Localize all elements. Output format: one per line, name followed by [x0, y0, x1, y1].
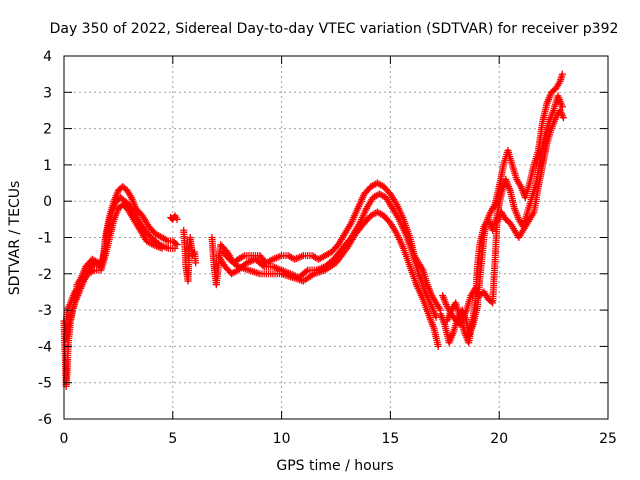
series-track-f	[219, 208, 442, 350]
data-point	[559, 114, 567, 122]
x-axis-label: GPS time / hours	[276, 458, 393, 474]
series-short-segment	[167, 212, 181, 223]
data-point	[173, 241, 181, 249]
data-point	[89, 267, 97, 275]
y-tick-label: -6	[38, 412, 52, 428]
y-tick-label: -2	[38, 267, 52, 283]
data-point	[434, 342, 442, 350]
data-point	[158, 244, 166, 252]
data-point	[259, 261, 267, 269]
y-tick-label: -1	[38, 231, 52, 247]
data-point	[558, 103, 566, 111]
data-point	[173, 215, 181, 223]
y-tick-label: -4	[38, 339, 52, 355]
series-track-i	[439, 106, 567, 329]
grid-lines	[64, 56, 608, 419]
data-point	[171, 244, 179, 252]
x-tick-labels: 0 5 10 15 20 25	[60, 431, 617, 447]
y-tick-label: -3	[38, 303, 52, 319]
data-point	[172, 240, 180, 248]
data-point	[148, 240, 156, 248]
x-tick-label: 15	[381, 431, 399, 447]
y-tick-label: 1	[43, 158, 52, 174]
y-tick-label: 4	[43, 49, 52, 65]
data-point	[302, 267, 310, 275]
axis-ticks	[63, 55, 609, 420]
y-tick-label: 2	[43, 122, 52, 138]
data-points	[60, 70, 567, 390]
y-tick-label: -5	[38, 376, 52, 392]
y-tick-labels: -6 -5 -4 -3 -2 -1 0 1 2 3 4	[38, 49, 52, 428]
x-tick-label: 20	[490, 431, 508, 447]
y-tick-label: 3	[43, 85, 52, 101]
x-tick-label: 5	[168, 431, 177, 447]
y-tick-label: 0	[43, 194, 52, 210]
series-track-c	[61, 201, 166, 336]
x-tick-label: 25	[599, 431, 617, 447]
series-gap-segment	[180, 226, 200, 285]
x-tick-label: 10	[273, 431, 291, 447]
y-axis-label: SDTVAR / TECUs	[7, 181, 23, 296]
data-point	[163, 236, 171, 244]
data-point	[558, 70, 566, 78]
series-track-b	[62, 194, 179, 343]
data-point	[192, 259, 200, 267]
data-point	[267, 256, 275, 264]
chart-title: Day 350 of 2022, Sidereal Day-to-day VTE…	[50, 21, 619, 37]
x-tick-label: 0	[60, 431, 69, 447]
data-point	[239, 253, 247, 261]
